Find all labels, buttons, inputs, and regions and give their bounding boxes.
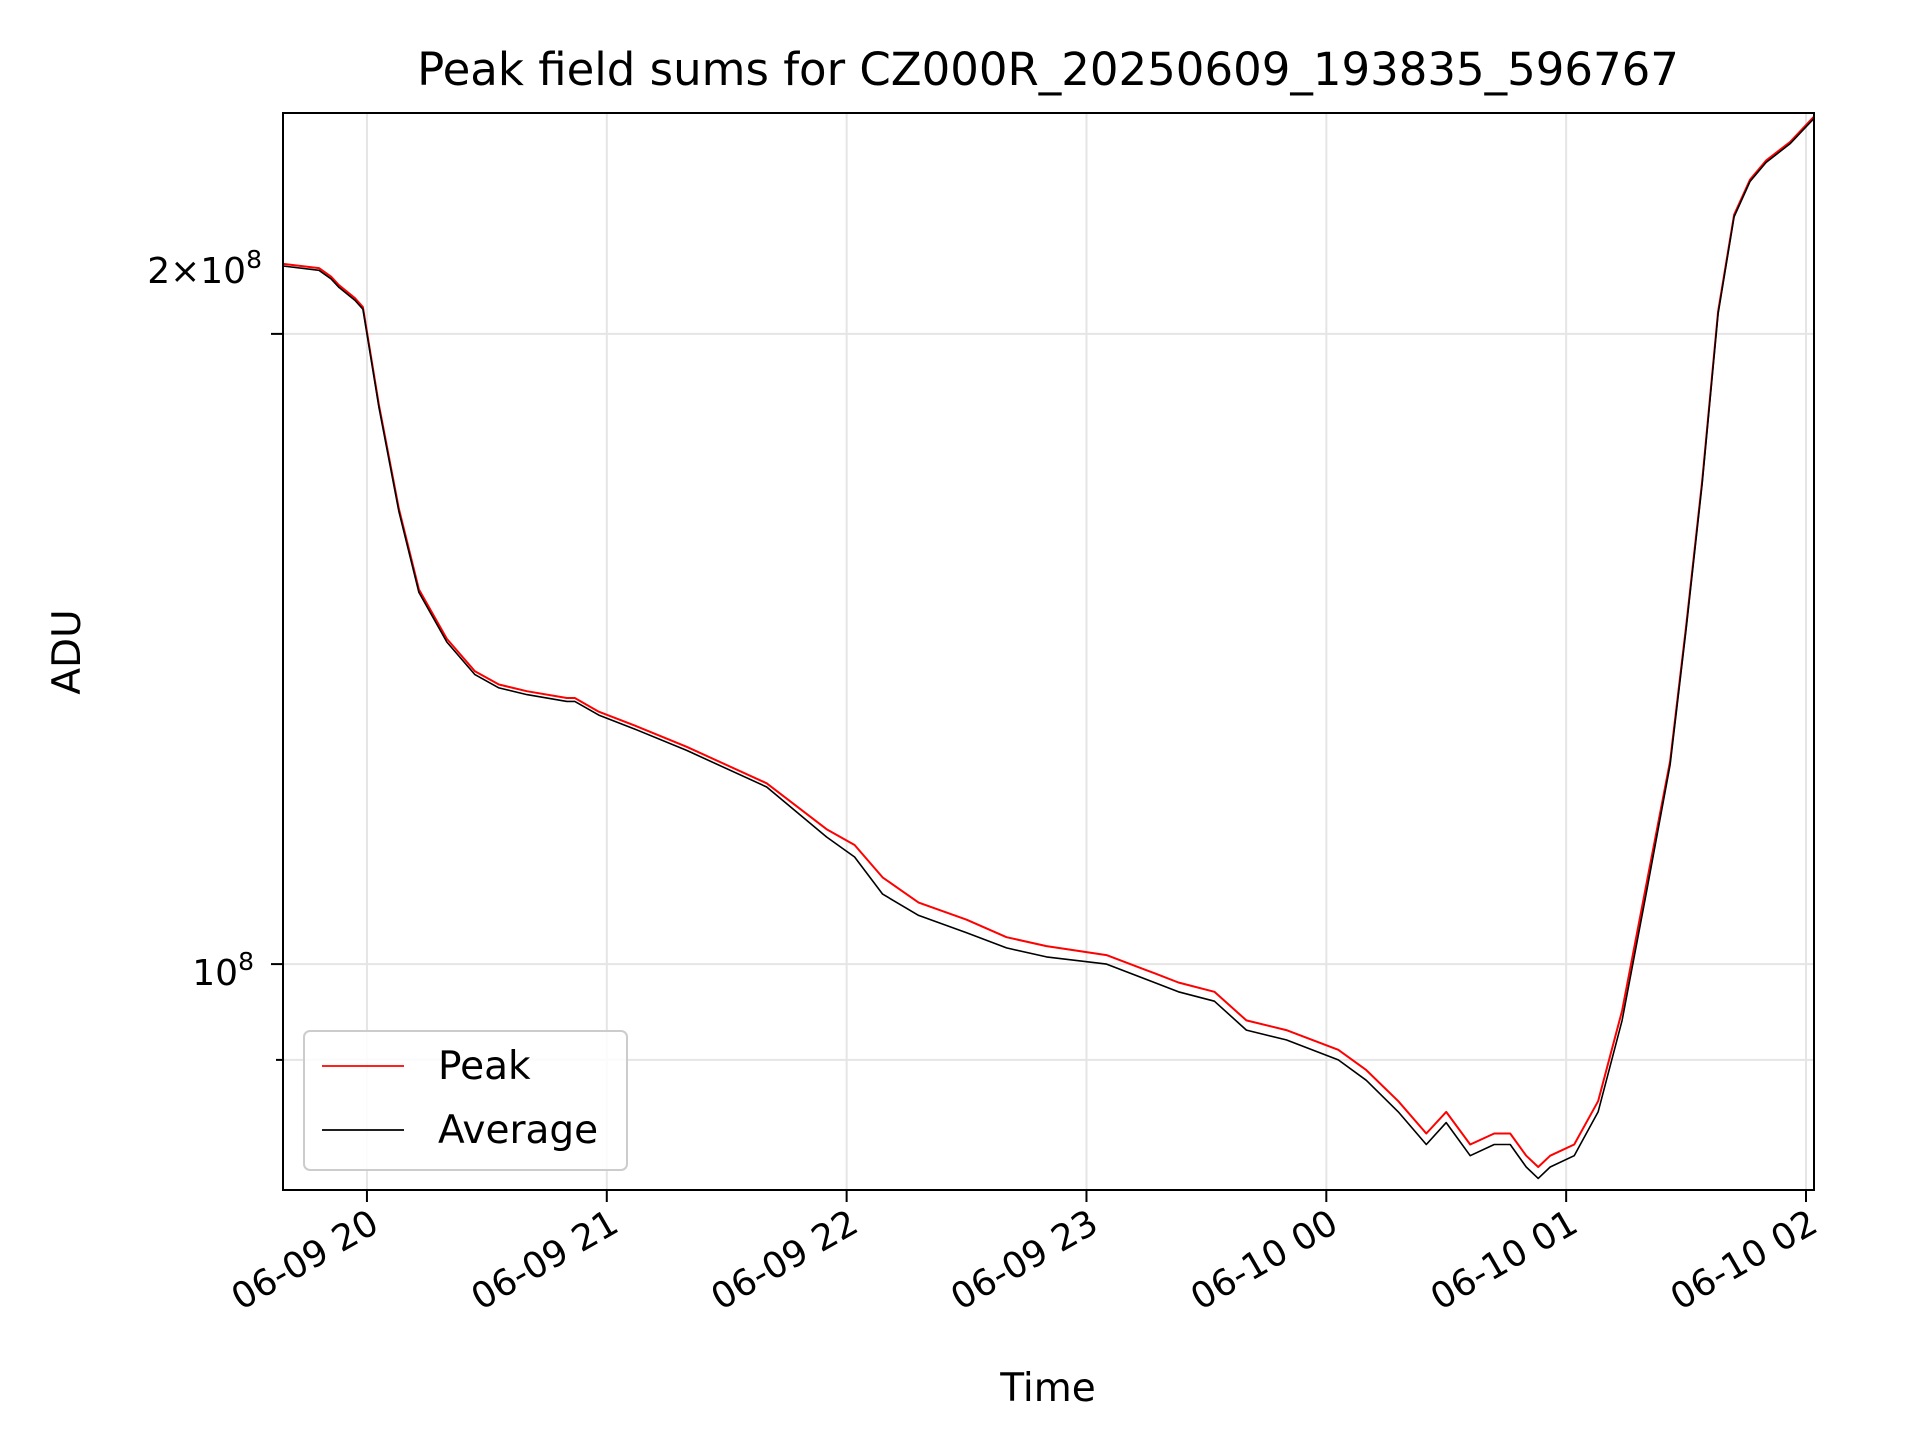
chart-title: Peak field sums for CZ000R_20250609_1938…: [417, 43, 1679, 96]
grid: [283, 113, 1814, 1190]
x-tick-label: 06-09 22: [704, 1202, 865, 1318]
legend-peak-label: Peak: [438, 1044, 531, 1089]
y-tick-label-2e8: 2×108: [147, 245, 262, 292]
x-tick-label: 06-10 00: [1184, 1202, 1345, 1318]
x-axis-label: Time: [999, 1366, 1095, 1411]
plot-frame: [282, 112, 1815, 1191]
x-tick-label: 06-10 02: [1664, 1202, 1825, 1318]
x-tick-label: 06-09 20: [225, 1202, 386, 1318]
legend-average-label: Average: [438, 1108, 598, 1153]
series-line-peak: [282, 115, 1815, 1168]
y-axis-label: ADU: [45, 609, 90, 694]
x-tick-label: 06-10 01: [1424, 1202, 1585, 1318]
y-tick-label-1e8: 108: [192, 947, 254, 994]
x-tick-label: 06-09 21: [465, 1202, 626, 1318]
legend: Peak Average: [303, 1030, 628, 1171]
series-line-average: [282, 117, 1815, 1180]
x-tick-label: 06-09 23: [944, 1202, 1105, 1318]
series-lines: [282, 115, 1815, 1180]
